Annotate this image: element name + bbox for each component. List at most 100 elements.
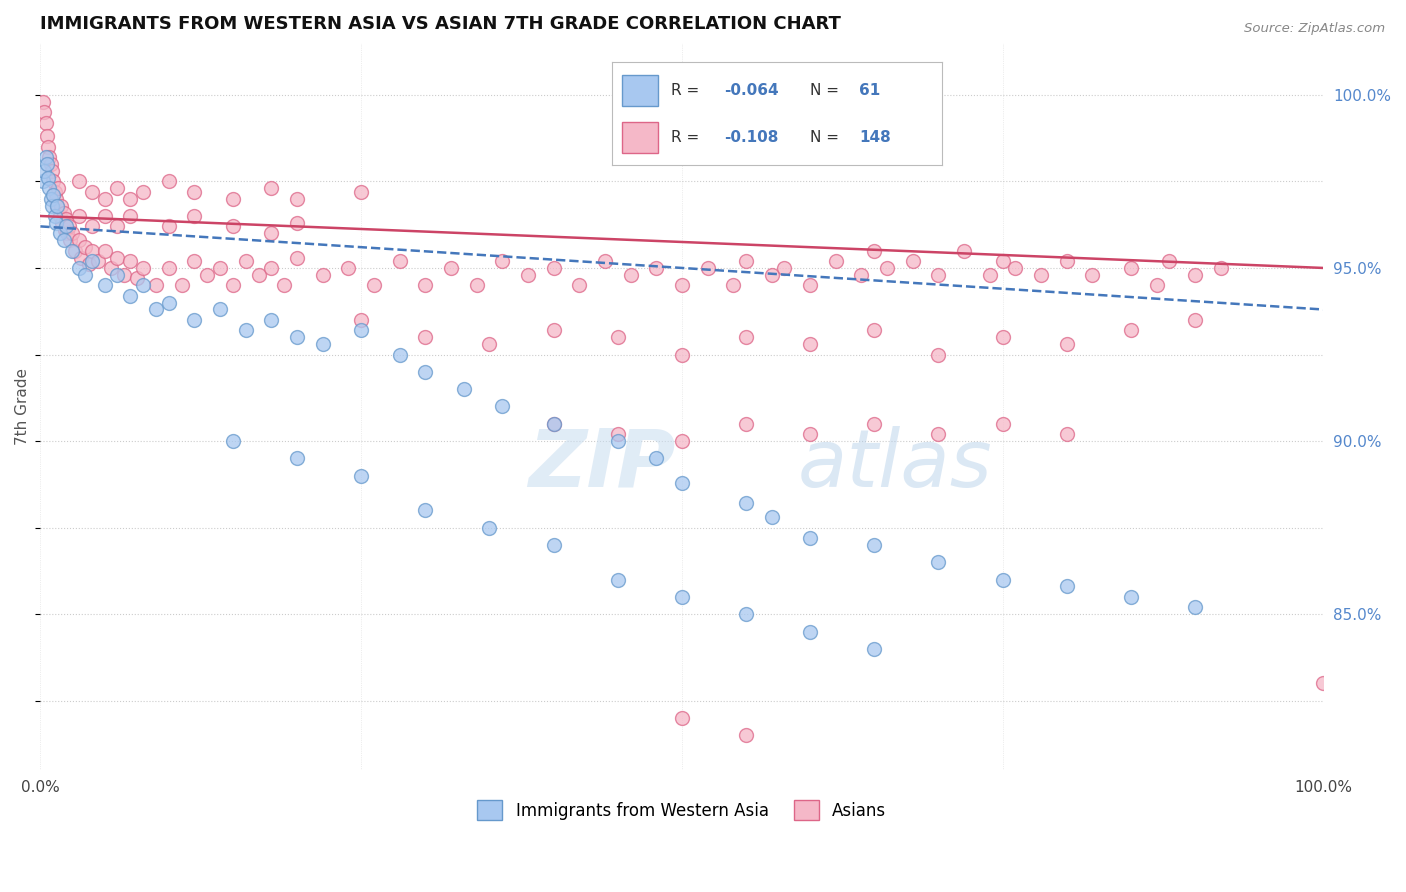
Point (80, 244, 103, 258)
Point (413, 365, 436, 379)
Point (606, 573, 628, 587)
Text: N =: N = (810, 130, 844, 145)
Point (285, 330, 308, 344)
Point (62, 244, 84, 258)
Point (37, 140, 59, 154)
Point (34, 115, 56, 129)
Text: IMMIGRANTS FROM WESTERN ASIA VS ASIAN 7TH GRADE CORRELATION CHART: IMMIGRANTS FROM WESTERN ASIA VS ASIAN 7T… (41, 15, 841, 33)
Point (46, 199, 69, 213)
FancyBboxPatch shape (621, 122, 658, 153)
Point (491, 254, 513, 268)
Point (42, 174, 65, 188)
Point (799, 531, 821, 545)
Point (645, 260, 668, 275)
Point (799, 624, 821, 639)
Point (799, 427, 821, 442)
Point (953, 244, 976, 258)
Point (671, 278, 693, 293)
Point (67, 174, 90, 188)
Point (285, 192, 308, 206)
Point (52, 205, 75, 219)
Point (543, 417, 565, 431)
Point (863, 417, 886, 431)
Point (1209, 260, 1232, 275)
Point (120, 209, 142, 223)
Text: ZIP: ZIP (527, 425, 675, 504)
Point (1056, 579, 1078, 593)
Text: 61: 61 (859, 83, 880, 97)
Point (1146, 278, 1168, 293)
Point (38, 150, 60, 164)
Point (927, 347, 949, 361)
Point (105, 251, 128, 265)
Point (38, 181, 60, 195)
Point (208, 302, 231, 317)
Point (478, 337, 501, 351)
Point (120, 254, 142, 268)
Point (63, 244, 86, 258)
Point (67, 233, 90, 247)
Point (543, 323, 565, 337)
Point (80, 219, 103, 234)
Point (465, 278, 488, 293)
Point (105, 219, 128, 234)
Point (222, 192, 245, 206)
Point (735, 607, 758, 622)
Point (721, 278, 744, 293)
Point (1159, 254, 1181, 268)
Point (32, 164, 55, 178)
Point (157, 260, 180, 275)
Point (145, 278, 167, 293)
Point (1119, 260, 1142, 275)
Point (543, 417, 565, 431)
Text: Source: ZipAtlas.com: Source: ZipAtlas.com (1244, 22, 1385, 36)
Point (1056, 337, 1078, 351)
Point (1184, 268, 1206, 282)
Point (170, 278, 193, 293)
Point (516, 268, 538, 282)
Point (671, 434, 693, 448)
Text: -0.108: -0.108 (724, 130, 779, 145)
Point (222, 434, 245, 448)
Point (773, 260, 796, 275)
Point (183, 254, 205, 268)
Point (93, 244, 115, 258)
Point (991, 330, 1014, 344)
Point (51, 216, 73, 230)
Point (761, 268, 783, 282)
Point (41, 199, 63, 213)
Point (44, 185, 66, 199)
Point (350, 468, 373, 483)
Point (105, 181, 128, 195)
Y-axis label: 7th Grade: 7th Grade (15, 368, 30, 445)
Point (32, 95, 55, 109)
Point (183, 185, 205, 199)
Point (927, 427, 949, 442)
Point (132, 278, 155, 293)
Point (413, 503, 436, 517)
Point (876, 260, 898, 275)
Point (863, 538, 886, 552)
Point (1004, 260, 1026, 275)
Point (260, 181, 283, 195)
Point (1029, 268, 1052, 282)
Point (863, 323, 886, 337)
Point (1056, 427, 1078, 442)
Text: R =: R = (671, 130, 704, 145)
Point (75, 268, 97, 282)
Point (568, 278, 591, 293)
Point (991, 573, 1014, 587)
Point (32, 105, 55, 120)
Point (260, 313, 283, 327)
Point (799, 278, 821, 293)
Point (927, 268, 949, 282)
Point (49, 199, 72, 213)
Point (671, 475, 693, 490)
Point (80, 254, 103, 268)
Point (48, 209, 70, 223)
Point (56, 227, 79, 241)
Point (120, 288, 142, 302)
Point (55, 212, 77, 227)
Point (350, 185, 373, 199)
Point (285, 251, 308, 265)
